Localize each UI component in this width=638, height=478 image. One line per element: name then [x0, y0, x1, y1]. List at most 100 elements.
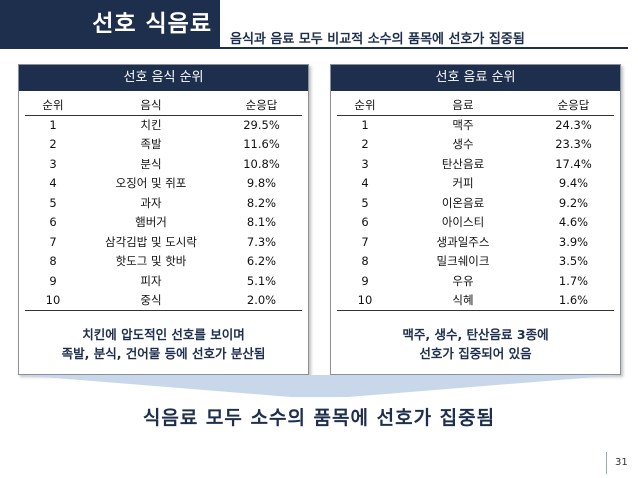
food-summary-note: 치킨에 압도적인 선호를 보이며 족발, 분식, 건어물 등에 선호가 분산됨 — [19, 325, 308, 363]
food-rank-cell: 9 — [49, 273, 57, 288]
drink-rank-cell: 9 — [361, 273, 369, 288]
drink-table-row: 4 커피 9.4% — [337, 174, 614, 194]
drink-item-cell: 탄산음료 — [441, 156, 485, 171]
food-share-cell: 7.3% — [246, 234, 277, 249]
drink-table-row: 8 밀크쉐이크 3.5% — [337, 252, 614, 272]
drink-item-cell: 우유 — [452, 273, 474, 288]
food-rank-cell: 1 — [49, 118, 57, 132]
food-col-share: 순응답 — [221, 96, 302, 116]
drink-col-rank: 순위 — [337, 96, 393, 116]
food-item-cell: 햄버거 — [135, 215, 167, 230]
food-table-row: 9 피자 5.1% — [25, 271, 302, 291]
drink-table-header-row: 순위 음료 순응답 — [337, 96, 614, 116]
header-rule — [0, 47, 628, 49]
food-table-row: 2 족발 11.6% — [25, 135, 302, 155]
drink-share-cell: 17.4% — [555, 156, 592, 171]
drink-rank-cell: 8 — [361, 254, 369, 269]
drink-share-cell: 3.5% — [558, 254, 589, 269]
food-note-line2: 족발, 분식, 건어물 등에 선호가 분산됨 — [61, 346, 266, 361]
drink-item-cell: 밀크쉐이크 — [436, 254, 490, 269]
conclusion-text: 식음료 모두 소수의 품목에 선호가 집중됨 — [142, 407, 496, 429]
food-item-cell: 과자 — [140, 195, 162, 210]
drink-share-cell: 9.4% — [558, 176, 589, 191]
drink-rank-cell: 5 — [361, 195, 369, 210]
food-rank-cell: 8 — [49, 254, 57, 269]
drink-panel-title: 선호 음료 순위 — [331, 65, 620, 91]
food-share-cell: 10.8% — [243, 156, 280, 171]
food-table-row: 10 중식 2.0% — [25, 290, 302, 311]
food-table-row: 8 핫도그 및 핫바 6.2% — [25, 252, 302, 272]
title-bar — [0, 0, 220, 48]
food-share-cell: 29.5% — [243, 118, 280, 132]
funnel-polygon — [18, 375, 621, 397]
drink-ranking-table: 순위 음료 순응답 1 맥주 24.3% 2 생수 23.3% 3 탄산음료 17.4% 4 커피 9… — [337, 96, 614, 311]
food-rank-cell: 2 — [49, 137, 57, 152]
food-col-rank: 순위 — [25, 96, 81, 116]
page-number: 31 — [606, 452, 636, 474]
drink-table-row: 1 맥주 24.3% — [337, 115, 614, 135]
drink-item-cell: 이온음료 — [441, 195, 485, 210]
drink-table-row: 9 우유 1.7% — [337, 271, 614, 291]
food-col-item: 음식 — [81, 96, 221, 116]
food-share-cell: 6.2% — [246, 254, 277, 269]
drink-table-row: 6 아이스티 4.6% — [337, 213, 614, 233]
food-table-header-row: 순위 음식 순응답 — [25, 96, 302, 116]
drink-note-line1: 맥주, 생수, 탄산음료 3종에 — [402, 327, 549, 342]
drink-rank-cell: 2 — [361, 137, 369, 152]
food-rank-cell: 6 — [49, 215, 57, 230]
food-ranking-panel: 선호 음식 순위 순위 음식 순응답 1 치킨 29.5% 2 족발 11.6% 3 분식 10… — [18, 64, 309, 375]
food-ranking-table: 순위 음식 순응답 1 치킨 29.5% 2 족발 11.6% 3 분식 10.8% 4 오징어 및… — [25, 96, 302, 311]
drink-note-line2: 선호가 집중되어 있음 — [419, 346, 532, 361]
drink-share-cell: 9.2% — [558, 195, 589, 210]
funnel-shape — [18, 375, 621, 397]
food-rank-cell: 7 — [49, 234, 57, 249]
food-share-cell: 11.6% — [243, 137, 280, 152]
food-item-cell: 치킨 — [140, 118, 162, 132]
drink-item-cell: 커피 — [452, 176, 474, 191]
food-rank-cell: 3 — [49, 156, 57, 171]
food-item-cell: 핫도그 및 핫바 — [115, 254, 187, 269]
drink-rank-cell: 4 — [361, 176, 369, 191]
drink-table-body: 1 맥주 24.3% 2 생수 23.3% 3 탄산음료 17.4% 4 커피 9.4% 5 이온음료 9.… — [337, 115, 614, 311]
food-table-row: 6 햄버거 8.1% — [25, 213, 302, 233]
drink-rank-cell: 6 — [361, 215, 369, 230]
food-note-line1: 치킨에 압도적인 선호를 보이며 — [82, 327, 245, 342]
drink-rank-cell: 3 — [361, 156, 369, 171]
food-share-cell: 8.2% — [246, 195, 277, 210]
drink-table-row: 3 탄산음료 17.4% — [337, 154, 614, 174]
food-table-row: 3 분식 10.8% — [25, 154, 302, 174]
food-share-cell: 5.1% — [246, 273, 277, 288]
food-rank-cell: 4 — [49, 176, 57, 191]
food-table-row: 5 과자 8.2% — [25, 193, 302, 213]
food-item-cell: 분식 — [140, 156, 162, 171]
drink-share-cell: 4.6% — [558, 215, 589, 230]
drink-item-cell: 식혜 — [393, 290, 533, 311]
drink-item-cell: 아이스티 — [441, 215, 485, 230]
page-title: 선호 식음료 — [92, 11, 212, 37]
food-item-cell: 중식 — [81, 290, 221, 311]
food-item-cell: 피자 — [140, 273, 162, 288]
food-rank-cell: 10 — [25, 290, 81, 311]
drink-share-cell: 1.6% — [533, 290, 614, 311]
food-table-row: 7 삼각김밥 및 도시락 7.3% — [25, 232, 302, 252]
food-item-cell: 삼각김밥 및 도시락 — [105, 234, 197, 249]
drink-share-cell: 1.7% — [558, 273, 589, 288]
drink-table-row: 7 생과일주스 3.9% — [337, 232, 614, 252]
drink-share-cell: 24.3% — [555, 118, 592, 132]
drink-rank-cell: 7 — [361, 234, 369, 249]
drink-item-cell: 생수 — [452, 137, 474, 152]
food-share-cell: 8.1% — [246, 215, 277, 230]
food-item-cell: 족발 — [140, 137, 162, 152]
drink-table-row: 10 식혜 1.6% — [337, 290, 614, 311]
drink-item-cell: 맥주 — [452, 118, 474, 132]
food-panel-title: 선호 음식 순위 — [19, 65, 308, 91]
drink-rank-cell: 1 — [361, 118, 369, 132]
drink-item-cell: 생과일주스 — [436, 234, 490, 249]
drink-share-cell: 3.9% — [558, 234, 589, 249]
drink-table-row: 2 생수 23.3% — [337, 135, 614, 155]
food-item-cell: 오징어 및 쥐포 — [115, 176, 187, 191]
food-table-row: 1 치킨 29.5% — [25, 115, 302, 135]
drink-col-share: 순응답 — [533, 96, 614, 116]
drink-ranking-panel: 선호 음료 순위 순위 음료 순응답 1 맥주 24.3% 2 생수 23.3% 3 탄산음료… — [330, 64, 621, 375]
drink-col-item: 음료 — [393, 96, 533, 116]
